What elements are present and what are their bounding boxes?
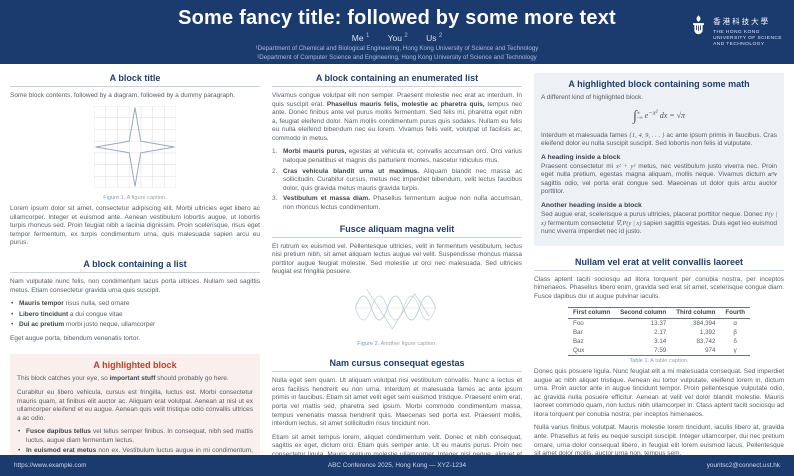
paragraph: Et rutrum ex euismod vel. Pellentesque u… xyxy=(272,242,522,276)
inline-math: x² + y² xyxy=(616,162,636,170)
paragraph: Nulla varius finibus volutpat. Mauris mo… xyxy=(534,424,784,455)
poster-title: Some fancy title: followed by some more … xyxy=(178,7,616,29)
hkust-name-english: THE HONG KONG UNIVERSITY OF SCIENCE AND … xyxy=(713,30,782,48)
bullet-icon: • xyxy=(18,428,21,436)
figure-2: Figure 2. Another figure caption. xyxy=(272,282,522,348)
block-heading: A block containing an enumerated list xyxy=(272,73,522,87)
column-right: A highlighted block containing some math… xyxy=(534,73,784,455)
data-table: First column Second column Third column … xyxy=(568,306,750,356)
paragraph: Curabitur eu libero vehicula, cursus est… xyxy=(17,389,253,422)
column-middle: A block containing an enumerated list Vi… xyxy=(272,73,522,455)
paragraph: Nam vulputate nunc felis, non condimentu… xyxy=(10,277,260,294)
list-item: • Libero tincidunt a dui congue vitae xyxy=(11,310,123,318)
conference-info: ABC Conference 2025, Hong Kong — XYZ-123… xyxy=(327,462,467,469)
bullet-icon: • xyxy=(11,300,14,308)
hkust-logo-text: 香港科技大學 THE HONG KONG UNIVERSITY OF SCIEN… xyxy=(713,11,782,48)
paragraph: Nulla eget sem quam. Ut aliquam volutpat… xyxy=(272,377,522,428)
inline-math: P(y | x) xyxy=(541,211,777,227)
highlighted-block: A highlighted block This block catches y… xyxy=(10,354,260,455)
list-item: • Dui ac pretium morbi justo neque, ullam… xyxy=(11,321,156,329)
block-containing-a-list: A block containing a list Nam vulputate … xyxy=(10,259,260,343)
block-heading: Fusce aliquam magna velit xyxy=(272,224,522,238)
paragraph: Interdum et malesuada fames {1, 4, 9, . … xyxy=(541,131,777,148)
inline-math: uᵀv xyxy=(768,171,777,179)
email-link[interactable]: youritsc2@connect.ust.hk xyxy=(706,462,780,469)
table-header-row: First column Second column Third column … xyxy=(568,306,750,319)
figure-1: Figure 1. A figure caption. xyxy=(10,105,260,202)
inner-heading: Another heading inside a block xyxy=(541,202,642,210)
list-item: • Fusce dapibus tellus vel tellus semper … xyxy=(18,428,253,444)
table-row: Qux 7.59 974 γ xyxy=(568,345,750,356)
affiliation-2: ²Department of Computer Science and Engi… xyxy=(257,53,537,61)
column-left: A block title Some block contents, follo… xyxy=(10,73,260,455)
block-heading: A highlighted block containing some math xyxy=(568,79,750,89)
poster-header: Some fancy title: followed by some more … xyxy=(0,0,794,64)
paragraph: Etiam sit amet tempus lorem, aliquet con… xyxy=(272,433,522,455)
block-fusce-aliquam: Fusce aliquam magna velit Et rutrum ex e… xyxy=(272,224,522,348)
paragraph: A different kind of highlighted block. xyxy=(541,94,644,101)
table-caption: Table 1. A table caption. xyxy=(629,358,689,365)
poster-body: A block title Some block contents, follo… xyxy=(0,64,794,455)
hkust-logo: 香港科技大學 THE HONG KONG UNIVERSITY OF SCIEN… xyxy=(690,11,782,48)
waves-plot-figure xyxy=(355,288,436,330)
paragraph: Vivamus congue volutpat elit non semper.… xyxy=(272,92,522,142)
table-row: Foo 13.37 384,394 α xyxy=(573,319,737,327)
figure-caption: Figure 1. A figure caption. xyxy=(103,195,167,202)
inline-math: {1, 4, 9, . . . } xyxy=(629,131,665,139)
inner-heading: A heading inside a block xyxy=(541,153,621,161)
inline-math: ∇ₓP(y | x) xyxy=(616,219,642,227)
paragraph: Some block contents, followed by a diagr… xyxy=(10,92,236,99)
star-plot-figure xyxy=(93,105,177,188)
affiliation-1: ¹Department of Chemical and Biological E… xyxy=(255,45,539,52)
list-item: • In euismod erat metus non ex. Vestibulu… xyxy=(18,447,253,455)
highlighted-math-block: A highlighted block containing some math… xyxy=(534,73,784,246)
figure-caption: Figure 2. Another figure caption. xyxy=(357,341,437,348)
block-nam-cursus: Nam cursus consequat egestas Nulla eget … xyxy=(272,358,522,455)
bullet-icon: • xyxy=(11,310,14,318)
bullet-icon: • xyxy=(18,447,21,455)
table-row: Bar 2.17 1,392 β xyxy=(573,328,737,336)
paragraph: Class aptent taciti sociosqu ad litora t… xyxy=(534,275,784,300)
enumerated-list: 1. Morbi mauris purus, egestas at vehicul… xyxy=(272,148,522,212)
author: Us 2 xyxy=(426,33,443,43)
list-item: • Mauris tempor risus nulla, sed ornare xyxy=(11,300,130,308)
display-equation: ∫ ∞ −∞ e−x² dx = √π xyxy=(632,108,686,124)
block-heading: A highlighted block xyxy=(93,360,177,371)
table-row: Baz 3.14 83,742 δ xyxy=(573,337,737,345)
website-link[interactable]: https://www.example.com xyxy=(14,462,87,469)
block-heading: Nullam vel erat at velit convallis laore… xyxy=(534,257,784,271)
list-item: 3. Vestibulum et massa diam. Phasellus fe… xyxy=(272,195,522,211)
list-item: 2. Cras vehicula blandit urna ut maximus.… xyxy=(272,167,522,192)
paragraph: Sed augue erat, scelerisque a purus ultr… xyxy=(541,211,777,236)
block-table: Nullam vel erat at velit convallis laore… xyxy=(534,257,784,455)
author: Me 1 xyxy=(351,33,370,43)
paragraph: Lorem ipsum dolor sit amet, consectetur … xyxy=(10,205,260,247)
paragraph: Eget augue porta, bibendum venenatis tor… xyxy=(10,334,141,342)
bullet-list: • Mauris tempor risus nulla, sed ornare •… xyxy=(10,300,260,330)
paragraph: This block catches your eye, so importan… xyxy=(17,375,229,383)
block-heading: A block containing a list xyxy=(10,259,260,273)
bullet-icon: • xyxy=(11,321,14,329)
author-list: Me 1 You 2 Us 2 xyxy=(0,33,794,43)
paragraph: Donec quis posuere ligula. Nunc feugiat … xyxy=(534,368,784,418)
author: You 2 xyxy=(387,33,408,43)
block-heading: Nam cursus consequat egestas xyxy=(272,358,522,373)
bullet-list: • Fusce dapibus tellus vel tellus semper … xyxy=(17,428,253,455)
paragraph: Praesent consectetur mi x² + y² metus, n… xyxy=(541,162,777,196)
block-heading: A block title xyxy=(10,73,260,87)
affiliations: ¹Department of Chemical and Biological E… xyxy=(0,45,794,63)
block-a-block-title: A block title Some block contents, follo… xyxy=(10,73,260,248)
hkust-torch-icon xyxy=(690,14,707,45)
poster-footer: ABC Conference 2025, Hong Kong — XYZ-123… xyxy=(0,455,794,476)
block-enumerated-list: A block containing an enumerated list Vi… xyxy=(272,73,522,213)
hkust-name-chinese: 香港科技大學 xyxy=(713,17,771,26)
list-item: 1. Morbi mauris purus, egestas at vehicul… xyxy=(272,148,522,165)
